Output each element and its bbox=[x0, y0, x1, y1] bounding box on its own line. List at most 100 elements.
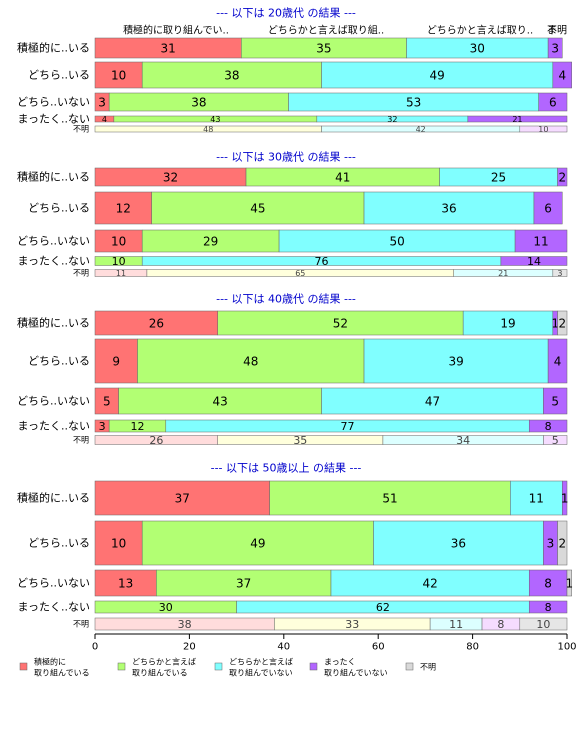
bar-segment bbox=[94, 480, 270, 516]
row-label: 不明 bbox=[73, 125, 89, 134]
data-label: 53 bbox=[406, 96, 421, 110]
data-label: 50 bbox=[389, 235, 404, 249]
data-label: 38 bbox=[191, 96, 206, 110]
legend-label: まったく bbox=[324, 658, 356, 667]
data-label: 2 bbox=[558, 317, 566, 331]
bar-segment bbox=[330, 569, 530, 597]
data-label: 4 bbox=[554, 355, 562, 369]
x-tick-label: 40 bbox=[277, 642, 290, 653]
legend-label: どちらかと言えば bbox=[132, 657, 196, 667]
data-label: 10 bbox=[538, 125, 548, 134]
bar-segment bbox=[528, 419, 568, 433]
bar-segment bbox=[467, 115, 568, 123]
data-label: 14 bbox=[527, 255, 541, 268]
bar-segment bbox=[269, 480, 511, 516]
data-label: 11 bbox=[449, 618, 463, 631]
panel-title: --- 以下は 40歳代 の結果 --- bbox=[216, 292, 356, 306]
bar-segment bbox=[543, 435, 568, 445]
data-label: 3 bbox=[99, 420, 106, 433]
bar-segment bbox=[514, 229, 568, 253]
data-label: 38 bbox=[224, 69, 239, 83]
bar-segment bbox=[94, 520, 143, 566]
data-label: 3 bbox=[551, 42, 559, 56]
row-label: どちら..いる bbox=[28, 355, 90, 368]
row-label: 不明 bbox=[73, 620, 89, 629]
data-label: 77 bbox=[341, 420, 355, 433]
bar-segment bbox=[562, 480, 568, 516]
data-label: 76 bbox=[315, 255, 329, 268]
bar-segment bbox=[519, 125, 568, 133]
bar-segment bbox=[557, 520, 568, 566]
data-label: 4 bbox=[102, 115, 107, 124]
x-tick-label: 100 bbox=[557, 642, 576, 653]
row-label: どちら..いない bbox=[17, 235, 90, 248]
bar-segment bbox=[462, 310, 554, 336]
x-tick-label: 20 bbox=[183, 642, 196, 653]
row-label: どちら..いない bbox=[17, 577, 90, 590]
row-label: どちら..いない bbox=[17, 96, 90, 109]
bar-segment bbox=[94, 569, 157, 597]
data-label: 29 bbox=[203, 235, 218, 249]
data-label: 45 bbox=[250, 202, 265, 216]
bar-segment bbox=[500, 256, 568, 266]
row-label: 不明 bbox=[73, 436, 89, 445]
column-header: 不明 bbox=[547, 25, 567, 37]
bar-segment bbox=[552, 61, 572, 89]
bar-segment bbox=[373, 520, 544, 566]
bar-segment bbox=[363, 191, 535, 225]
bar-segment bbox=[217, 310, 464, 336]
data-label: 42 bbox=[416, 125, 426, 134]
panel-title: --- 以下は 20歳代 の結果 --- bbox=[216, 6, 356, 20]
bar-segment bbox=[94, 310, 218, 336]
row-label: どちら..いる bbox=[28, 69, 90, 82]
data-label: 43 bbox=[210, 115, 220, 124]
bar-segment bbox=[118, 387, 322, 415]
data-label: 10 bbox=[111, 69, 126, 83]
data-label: 2 bbox=[558, 537, 566, 551]
data-label: 10 bbox=[111, 235, 126, 249]
data-label: 9 bbox=[112, 355, 120, 369]
legend-label: 取り組んでいる bbox=[132, 668, 188, 678]
x-tick-label: 80 bbox=[466, 642, 479, 653]
data-label: 11 bbox=[116, 269, 126, 278]
bar-segment bbox=[543, 387, 568, 415]
data-label: 4 bbox=[558, 69, 566, 83]
data-label: 8 bbox=[544, 577, 552, 591]
data-label: 26 bbox=[149, 434, 163, 447]
data-label: 10 bbox=[112, 255, 126, 268]
data-label: 10 bbox=[111, 537, 126, 551]
column-header: どちらかと言えば取り組.. bbox=[268, 24, 384, 37]
bar-segment bbox=[547, 37, 563, 59]
bar-segment bbox=[94, 338, 138, 384]
data-label: 5 bbox=[103, 395, 111, 409]
legend-swatch bbox=[214, 662, 223, 671]
data-label: 36 bbox=[451, 537, 466, 551]
bar-segment bbox=[156, 569, 332, 597]
data-label: 1 bbox=[561, 492, 569, 506]
data-label: 49 bbox=[430, 69, 445, 83]
row-label: 積極的に..いる bbox=[17, 316, 90, 330]
data-label: 36 bbox=[441, 202, 456, 216]
x-tick-label: 0 bbox=[92, 642, 98, 653]
data-label: 30 bbox=[159, 601, 173, 614]
row-label: まったく..ない bbox=[17, 113, 90, 126]
data-label: 5 bbox=[551, 395, 559, 409]
data-label: 43 bbox=[212, 395, 227, 409]
legend-swatch bbox=[117, 662, 126, 671]
bar-segment bbox=[547, 338, 568, 384]
bar-segment bbox=[510, 480, 563, 516]
row-label: どちら..いる bbox=[28, 202, 90, 215]
row-label: 積極的に..いる bbox=[17, 491, 90, 505]
data-label: 12 bbox=[130, 420, 144, 433]
bar-segment bbox=[94, 61, 143, 89]
bar-segment bbox=[533, 191, 563, 225]
data-label: 3 bbox=[557, 269, 562, 278]
column-header: ま bbox=[547, 25, 557, 37]
data-label: 31 bbox=[161, 42, 176, 56]
data-label: 37 bbox=[236, 577, 251, 591]
row-label: 積極的に..いる bbox=[17, 41, 90, 55]
row-label: どちら..いる bbox=[28, 537, 90, 550]
row-label: まったく..ない bbox=[17, 255, 90, 268]
data-label: 21 bbox=[512, 115, 522, 124]
